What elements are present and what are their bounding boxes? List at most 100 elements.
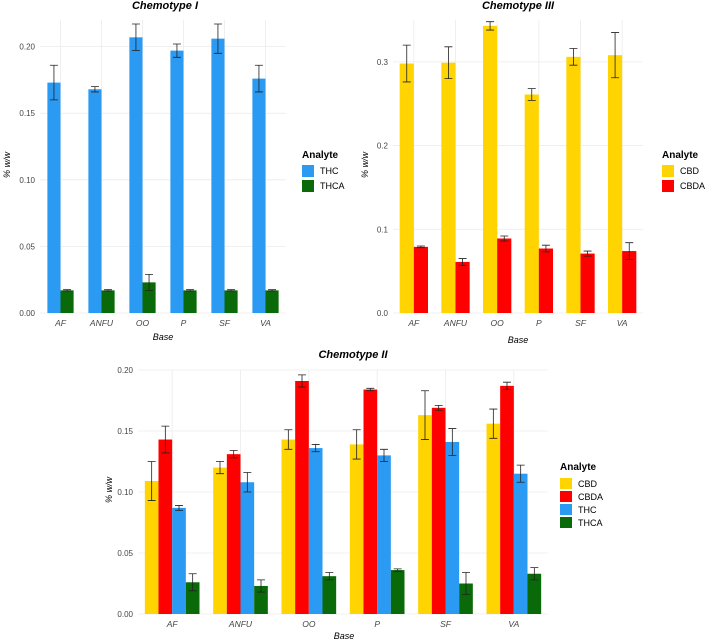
legend-swatch-thc [560, 504, 572, 515]
bar-thca-va [265, 290, 279, 313]
chart-title: Chemotype I [132, 0, 199, 12]
y-tick-label: 0.20 [117, 366, 133, 375]
bar-cbda-af [413, 246, 428, 313]
error-bar-thc-sf [213, 23, 222, 54]
bar-cbd-anfu [441, 62, 456, 313]
x-tick-label: OO [491, 318, 505, 328]
error-bar-thc-oo [311, 444, 320, 453]
bar-cbd-va [486, 423, 501, 614]
bar-cbd-va [608, 55, 623, 313]
y-tick-label: 0.00 [117, 610, 133, 619]
y-tick-label: 0.1 [377, 225, 389, 234]
error-bar-thc-af [175, 505, 183, 511]
bar-thca-oo [322, 576, 337, 614]
error-bar-cbd-sf [421, 390, 429, 440]
x-tick-label: SF [575, 318, 587, 328]
x-axis-label: Base [334, 631, 355, 641]
chart-title: Chemotype II [318, 349, 388, 361]
plot-area: 0.0 0.1 0.2 0.3 AF ANFU OO P SF VA [377, 20, 643, 328]
error-bar-thca-anfu [257, 579, 265, 593]
legend-swatch-cbd [662, 165, 674, 177]
error-bar-thc-oo [131, 23, 140, 52]
error-bar-thc-p [172, 43, 181, 58]
x-axis-label: Base [508, 335, 529, 345]
x-tick-label: AF [166, 619, 179, 629]
legend-label-thca: THCA [578, 518, 603, 528]
x-tick-label: P [374, 619, 380, 629]
error-bar-cbda-va [625, 242, 634, 260]
x-tick-label: ANFU [228, 619, 253, 629]
x-tick-label: VA [617, 318, 628, 328]
error-bar-thca-oo [145, 273, 154, 291]
error-bar-thca-af [63, 289, 72, 292]
legend-label-cbd: CBD [680, 166, 700, 176]
bar-cbd-sf [418, 415, 432, 614]
bar-cbda-oo [497, 238, 512, 313]
y-tick-label: 0.15 [19, 109, 35, 118]
legend-title: Analyte [662, 150, 699, 161]
error-bar-cbd-sf [569, 48, 578, 66]
error-bar-thca-anfu [104, 289, 113, 292]
bar-thc-oo [308, 448, 323, 614]
bar-thca-anfu [101, 290, 115, 313]
bar-thc-anfu [88, 89, 102, 313]
bar-thca-anfu [254, 585, 268, 614]
legend-label-cbda: CBDA [578, 492, 603, 502]
chart-chemotype-1: Chemotype I 0.00 0.05 0.10 0.15 0.20 AF ANFU OO… [2, 0, 345, 342]
bar-thca-p [183, 290, 197, 313]
y-tick-label: 0.05 [117, 549, 133, 558]
error-bar-cbd-anfu [444, 46, 453, 79]
y-tick-label: 0.20 [19, 43, 35, 52]
error-bar-thca-sf [227, 289, 236, 292]
legend: CBD CBDA [662, 165, 705, 192]
error-bar-cbd-anfu [216, 461, 224, 475]
error-bar-thc-p [380, 448, 388, 462]
error-bar-thc-af [49, 64, 58, 101]
bar-cbd-af [399, 63, 414, 313]
y-tick-label: 0.15 [117, 427, 133, 436]
y-tick-label: 0.2 [377, 142, 389, 151]
chart-title: Chemotype III [482, 0, 555, 12]
bar-cbd-p [349, 444, 364, 614]
error-bar-cbda-af [161, 425, 170, 454]
bar-cbd-oo [483, 25, 498, 314]
legend: THC THCA [302, 165, 345, 192]
error-bar-thc-va [516, 464, 525, 483]
bar-cbd-sf [566, 56, 581, 313]
bar-thc-anfu [240, 482, 255, 614]
chart-chemotype-2: Chemotype II 0.00 0.05 0.10 0.15 0.20 AF ANFU O… [104, 349, 603, 641]
error-bar-cbda-anfu [229, 450, 238, 459]
y-tick-label: 0.00 [19, 309, 35, 318]
x-tick-label: OO [136, 318, 150, 328]
y-tick-label: 0.10 [117, 488, 133, 497]
error-bar-thca-p [186, 289, 195, 292]
bar-cbda-va [622, 251, 637, 313]
error-bar-cbd-p [352, 429, 361, 460]
bar-thc-af [172, 507, 186, 614]
x-tick-label: OO [302, 619, 316, 629]
y-tick-label: 0.0 [377, 309, 389, 318]
error-bar-thc-anfu [90, 86, 99, 93]
bar-thc-sf [211, 38, 225, 314]
bar-cbd-anfu [213, 467, 227, 614]
error-bar-cbda-p [541, 244, 550, 253]
error-bar-cbda-af [416, 245, 425, 249]
legend-label-thc: THC [320, 166, 339, 176]
x-tick-label: SF [219, 318, 231, 328]
chart-chemotype-3: Chemotype III 0.00.10.20.3AF ANFU OO P SF VA … [360, 0, 705, 345]
bar-thca-p [390, 570, 405, 614]
bar-cbda-p [363, 389, 378, 614]
error-bar-thc-sf [448, 428, 457, 456]
y-tick-label: 0.05 [19, 242, 35, 251]
error-bar-cbda-sf [434, 404, 443, 411]
x-tick-label: P [181, 318, 187, 328]
bar-cbda-af [158, 439, 173, 614]
bar-thc-p [170, 50, 184, 314]
error-bar-cbd-af [147, 461, 156, 501]
error-bar-cbda-anfu [458, 258, 467, 266]
legend-swatch-thca [302, 180, 314, 192]
x-tick-label: AF [54, 318, 67, 328]
bar-thca-af [185, 582, 200, 614]
bar-cbd-p [524, 94, 539, 314]
